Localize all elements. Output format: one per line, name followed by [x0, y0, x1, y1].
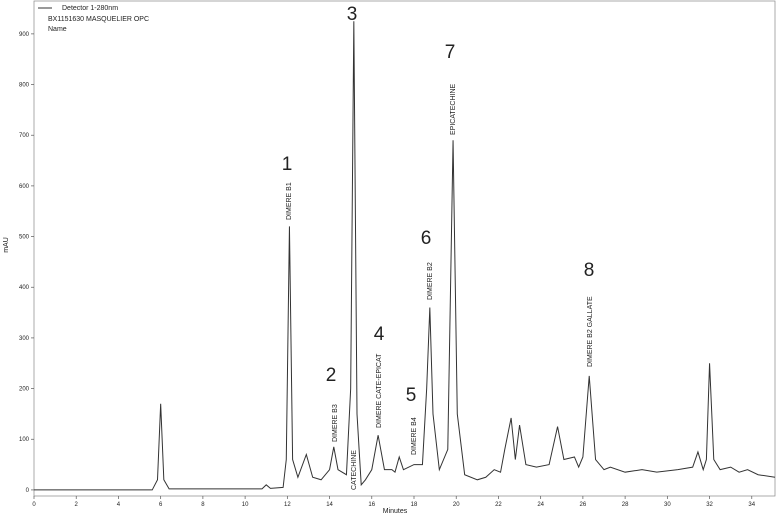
x-tick-label: 16 [368, 502, 375, 508]
x-tick-label: 12 [284, 502, 291, 508]
peak-number: 5 [406, 385, 417, 406]
peak-label: DIMERE CATE-EPICAT [376, 353, 383, 428]
peak-number: 7 [445, 42, 456, 63]
y-tick-label: 800 [19, 83, 30, 89]
x-tick-label: 20 [453, 502, 460, 508]
x-tick-label: 30 [664, 502, 671, 508]
x-tick-label: 10 [242, 502, 249, 508]
peak-label: DIMERE B1 [286, 182, 293, 220]
peak-number: 3 [347, 4, 358, 25]
peak-number: 2 [326, 365, 337, 386]
y-tick-label: 600 [19, 184, 30, 190]
x-tick-label: 32 [706, 502, 713, 508]
x-tick-label: 0 [32, 502, 36, 508]
x-tick-label: 34 [748, 502, 755, 508]
x-tick-label: 18 [411, 502, 418, 508]
peak-label: DIMERE B4 [411, 417, 418, 455]
peak-label: DIMERE B2 GALLATE [587, 296, 594, 367]
trace [34, 21, 776, 491]
x-tick-label: 26 [580, 502, 587, 508]
y-axis-label: mAU [3, 237, 10, 253]
x-tick-label: 2 [75, 502, 79, 508]
peak-label: EPICATECHINE [450, 83, 457, 135]
y-tick-label: 500 [19, 235, 30, 241]
x-tick-label: 14 [326, 502, 333, 508]
caption: Name [48, 26, 67, 33]
y-tick-label: 700 [19, 133, 30, 139]
x-tick-label: 24 [537, 502, 544, 508]
x-tick-label: 22 [495, 502, 502, 508]
legend-label: Detector 1-280nm [62, 5, 118, 12]
subtitle: BX1151630 MASQUELIER OPC [48, 16, 149, 23]
peak-number: 6 [421, 228, 432, 249]
x-tick-label: 6 [159, 502, 163, 508]
peak-number: 4 [374, 324, 385, 345]
y-tick-label: 200 [19, 387, 30, 393]
y-tick-label: 300 [19, 336, 30, 342]
x-tick-label: 4 [117, 502, 121, 508]
y-tick-label: 0 [26, 488, 30, 494]
peak-number: 8 [584, 260, 595, 281]
y-tick-label: 900 [19, 32, 30, 38]
y-tick-label: 400 [19, 285, 30, 291]
x-tick-label: 28 [622, 502, 629, 508]
x-axis-label: Minutes [383, 508, 408, 515]
y-tick-label: 100 [19, 437, 30, 443]
peak-number: 1 [282, 154, 293, 175]
peak-label: CATECHINE [351, 450, 358, 490]
x-tick-label: 8 [201, 502, 205, 508]
peak-label: DIMERE B3 [332, 404, 339, 442]
peak-label: DIMERE B2 [427, 262, 434, 300]
plot-frame [33, 0, 776, 497]
